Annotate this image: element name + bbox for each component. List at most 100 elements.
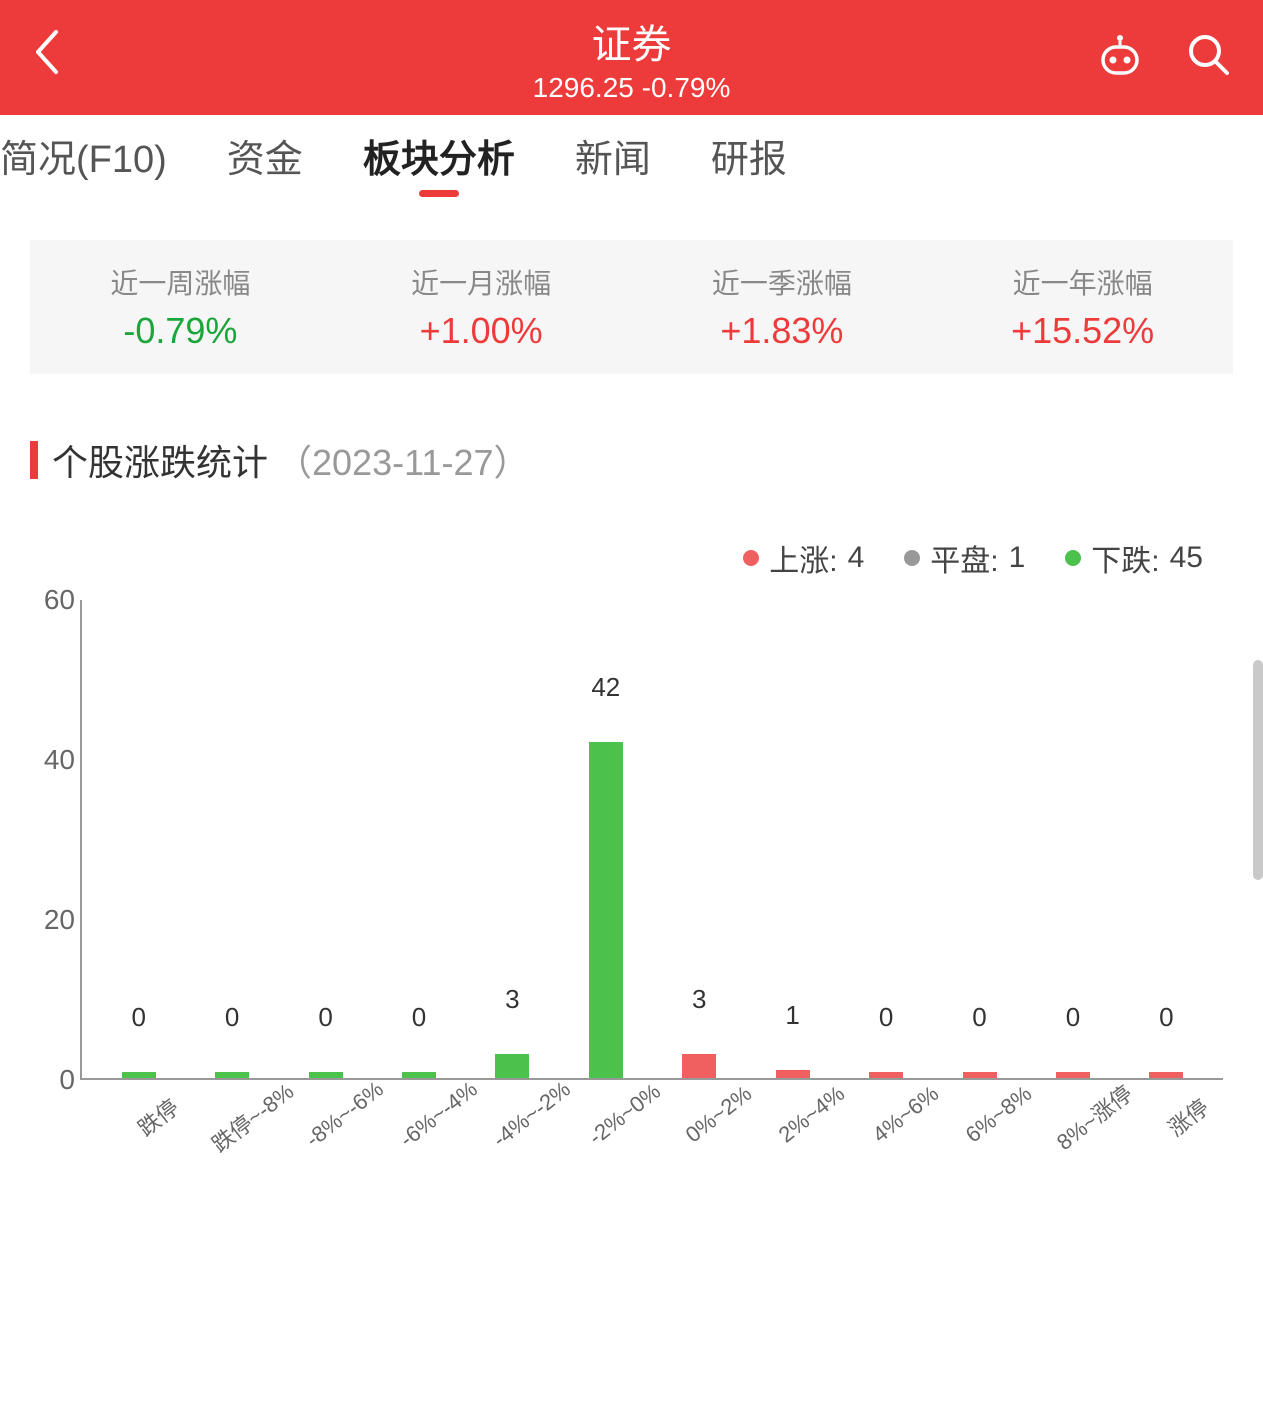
legend-down-label: 下跌: [1091,536,1159,580]
bar-slot: 42 [559,600,652,1078]
plot-area: 0 0 0 0 3 42 3 1 0 0 0 0 [80,600,1223,1080]
bar-slot: 0 [1026,600,1119,1078]
period-cell: 近一年涨幅 +15.52% [932,262,1233,352]
section-header: 个股涨跌统计 （2023-11-27） [30,434,1233,486]
bar [402,1072,436,1078]
legend-up: 上涨: 4 [743,536,864,580]
tab-板块分析[interactable]: 板块分析 [363,128,515,197]
period-value: +1.00% [331,310,632,352]
dot-gray-icon [904,550,920,566]
x-label: 0%~2% [674,1075,767,1158]
section-date: （2023-11-27） [276,434,529,486]
bar-value-label: 42 [591,672,620,707]
bar [495,1054,529,1078]
header-actions [1095,30,1233,85]
bar-value-label: 0 [318,1002,332,1037]
period-label: 近一季涨幅 [632,262,933,302]
x-axis-labels: 跌停跌停~-8%-8%~-6%-6%~-4%-4%~-2%-2%~0%0%~2%… [80,1090,1223,1122]
bar-value-label: 0 [879,1002,893,1037]
change-value: -0.79% [642,72,731,103]
x-label: 8%~涨停 [1047,1075,1140,1158]
bar-slot: 1 [746,600,839,1078]
period-cell: 近一季涨幅 +1.83% [632,262,933,352]
bar-value-label: 0 [225,1002,239,1037]
tab-bar: 简况(F10) 资金板块分析新闻研报 [0,115,1263,210]
y-tick: 20 [25,904,75,936]
bar [122,1072,156,1078]
x-label: 涨停 [1141,1075,1234,1158]
y-tick: 0 [25,1064,75,1096]
header-bar: 证券 1296.25 -0.79% [0,0,1263,115]
header-title-block: 证券 1296.25 -0.79% [533,12,731,104]
bar-slot: 0 [92,600,185,1078]
period-label: 近一月涨幅 [331,262,632,302]
bar-chart: 0204060 0000342310000 跌停跌停~-8%-8%~-6%-6%… [80,600,1223,1160]
period-cell: 近一月涨幅 +1.00% [331,262,632,352]
bar-slot: 0 [839,600,932,1078]
bar [869,1072,903,1078]
y-tick: 40 [25,744,75,776]
tab-资金[interactable]: 资金 [227,128,303,197]
y-axis: 0204060 [25,600,75,1080]
bar-value-label: 0 [1066,1002,1080,1037]
legend-flat: 平盘: 1 [904,536,1025,580]
x-label: 跌停 [111,1075,204,1158]
dot-red-icon [743,550,759,566]
search-icon[interactable] [1185,31,1233,84]
scroll-thumb[interactable] [1253,660,1263,880]
header-quote: 1296.25 -0.79% [533,72,731,104]
bar-value-label: 3 [505,984,519,1019]
bar [682,1054,716,1078]
legend-down: 下跌: 45 [1065,536,1203,580]
page-title: 证券 [533,12,731,70]
x-label: -2%~0% [580,1075,673,1158]
bar-value-label: 0 [1159,1002,1173,1037]
period-label: 近一周涨幅 [30,262,331,302]
x-label: -4%~-2% [487,1075,580,1158]
bar-value-label: 3 [692,984,706,1019]
section-title: 个股涨跌统计 [52,434,268,486]
tab-简况(F10)[interactable]: 简况(F10) [0,128,167,197]
bar-slot: 0 [279,600,372,1078]
period-value: -0.79% [30,310,331,352]
x-label: 跌停~-8% [205,1075,300,1159]
bar [1056,1072,1090,1078]
bar-value-label: 0 [412,1002,426,1037]
chart-legend: 上涨: 4 平盘: 1 下跌: 45 [0,536,1203,580]
period-stats-row: 近一周涨幅 -0.79%近一月涨幅 +1.00%近一季涨幅 +1.83% 近一年涨幅 +1… [30,240,1233,374]
scrollbar[interactable] [1251,520,1263,1220]
bar-slot: 0 [372,600,465,1078]
x-label: -8%~-6% [300,1075,393,1158]
period-value: +1.83% [632,310,933,352]
x-label: 6%~8% [954,1075,1047,1158]
bar-slot: 0 [933,600,1026,1078]
period-value: +15.52% [932,310,1233,352]
bar-value-label: 0 [131,1002,145,1037]
section-accent-bar [30,441,38,479]
robot-icon[interactable] [1095,30,1145,85]
y-tick: 60 [25,584,75,616]
bar [589,742,623,1078]
bars-container: 0 0 0 0 3 42 3 1 0 0 0 0 [82,600,1223,1078]
x-label: 4%~6% [860,1075,953,1158]
bar-value-label: 0 [972,1002,986,1037]
legend-flat-label: 平盘: [930,536,998,580]
legend-flat-value: 1 [1009,541,1026,575]
bar [309,1072,343,1078]
x-label: 2%~4% [767,1075,860,1158]
period-cell: 近一周涨幅 -0.79% [30,262,331,352]
price-value: 1296.25 [533,72,634,103]
legend-down-value: 45 [1170,541,1203,575]
dot-green-icon [1065,550,1081,566]
bar [776,1070,810,1078]
x-label: -6%~-4% [394,1075,487,1158]
back-arrow-icon[interactable] [30,28,62,88]
bar [963,1072,997,1078]
tab-新闻[interactable]: 新闻 [575,128,651,197]
legend-up-value: 4 [848,541,865,575]
legend-up-label: 上涨: [769,536,837,580]
tab-研报[interactable]: 研报 [711,128,787,197]
bar [1149,1072,1183,1078]
bar-slot: 3 [466,600,559,1078]
period-label: 近一年涨幅 [932,262,1233,302]
